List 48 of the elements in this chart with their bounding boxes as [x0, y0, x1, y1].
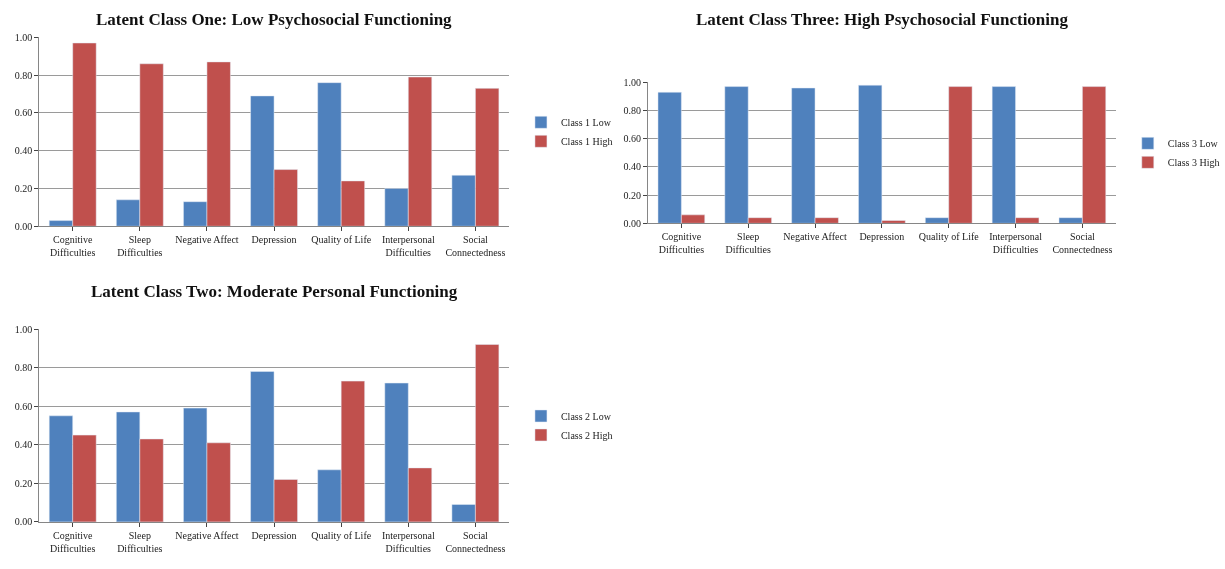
- y-tick-label: 0.00: [14, 516, 33, 528]
- chart-title: Latent Class One: Low Psychosocial Functioning: [96, 10, 453, 29]
- y-tick-label: 1.00: [14, 31, 33, 43]
- y-tick-label: 0.00: [14, 220, 33, 232]
- x-tick-label: Quality of Life: [311, 529, 372, 541]
- x-tick-label: Social Connectedness: [445, 234, 506, 259]
- x-tick-label: Sleep Difficulties: [117, 529, 163, 554]
- y-tick-label: 0.80: [623, 105, 641, 117]
- y-tick-label: 0.40: [14, 439, 33, 451]
- x-tick-label: Interpersonal Difficulties: [381, 529, 435, 554]
- x-tick-label: Quality of Life: [311, 234, 372, 246]
- x-tick-label: Depression: [859, 231, 905, 243]
- y-tick-label: 0.40: [623, 161, 641, 173]
- x-tick-label: Cognitive Difficulties: [658, 231, 705, 256]
- legend-label: Class 1 High: [560, 136, 613, 148]
- y-tick-label: 0.00: [623, 217, 641, 229]
- x-tick-label: Depression: [251, 529, 297, 541]
- x-tick-label: Interpersonal Difficulties: [381, 234, 435, 259]
- x-tick-label: Social Connectedness: [1052, 231, 1113, 256]
- legend-label: Class 3 Low: [1167, 138, 1219, 150]
- y-tick-label: 0.20: [14, 477, 33, 489]
- x-tick-label: Cognitive Difficulties: [50, 529, 96, 554]
- y-tick-label: 0.20: [14, 182, 33, 194]
- legend-label: Class 2 Low: [560, 410, 612, 422]
- y-tick-label: 0.60: [14, 107, 33, 119]
- y-tick-label: 0.20: [623, 189, 641, 201]
- y-tick-label: 0.60: [14, 400, 33, 412]
- y-tick-label: 0.80: [14, 69, 33, 81]
- y-tick-label: 0.40: [14, 145, 33, 157]
- x-tick-label: Interpersonal Difficulties: [989, 231, 1043, 256]
- x-tick-label: Quality of Life: [918, 231, 980, 243]
- x-tick-label: Negative Affect: [783, 231, 847, 243]
- chart-title: Latent Class Three: High Psychosocial Functioning: [696, 10, 1069, 29]
- y-tick-label: 1.00: [623, 76, 641, 88]
- legend-label: Class 2 High: [560, 429, 613, 441]
- x-tick-label: Social Connectedness: [445, 529, 506, 554]
- legend-label: Class 3 High: [1167, 157, 1220, 169]
- y-tick-label: 1.00: [14, 323, 33, 335]
- x-tick-label: Sleep Difficulties: [117, 234, 163, 259]
- y-tick-label: 0.60: [623, 133, 641, 145]
- y-tick-label: 0.80: [14, 362, 33, 374]
- x-tick-label: Depression: [251, 234, 297, 246]
- chart-title: Latent Class Two: Moderate Personal Functioning: [91, 282, 458, 301]
- legend-label: Class 1 Low: [560, 117, 612, 129]
- x-tick-label: Negative Affect: [175, 529, 239, 541]
- x-tick-label: Negative Affect: [175, 234, 239, 246]
- x-tick-label: Sleep Difficulties: [725, 231, 771, 256]
- x-tick-label: Cognitive Difficulties: [50, 234, 96, 259]
